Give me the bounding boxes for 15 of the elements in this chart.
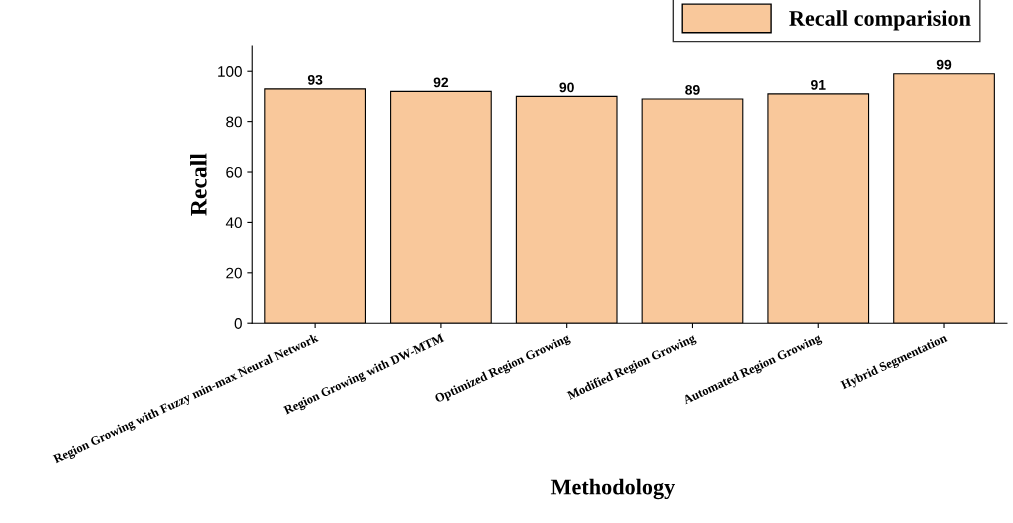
- y-tick-label: 100: [218, 66, 242, 77]
- data-label: 92: [433, 77, 449, 88]
- y-tick-label: 60: [226, 166, 242, 178]
- y-tick-label: 20: [226, 267, 242, 279]
- y-axis-title: Recall: [190, 153, 207, 216]
- y-tick-label: 80: [226, 116, 242, 128]
- y-tick-label: 0: [234, 318, 242, 329]
- data-label: 93: [307, 74, 323, 85]
- data-label: 89: [685, 84, 700, 95]
- data-label: 90: [559, 82, 574, 93]
- y-tick-label: 40: [225, 217, 242, 229]
- data-label: 91: [811, 79, 826, 90]
- x-axis-title: Methodology: [550, 478, 675, 500]
- data-label: 99: [936, 59, 952, 70]
- legend-label: Recall comparision: [789, 10, 971, 31]
